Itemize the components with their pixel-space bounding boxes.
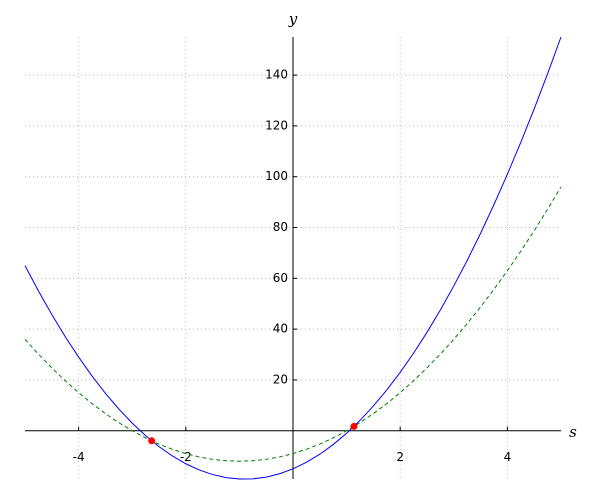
x-tick-label: 4 bbox=[504, 450, 512, 464]
y-tick-label: 20 bbox=[273, 372, 288, 386]
y-tick-label: 100 bbox=[265, 169, 288, 183]
x-tick-label: -4 bbox=[73, 450, 85, 464]
curve bbox=[24, 186, 562, 462]
y-tick-label: 120 bbox=[265, 118, 288, 132]
y-tick-label: 40 bbox=[273, 322, 288, 336]
curve bbox=[24, 36, 562, 480]
y-tick-label: 80 bbox=[273, 220, 288, 234]
x-tick-label: -2 bbox=[180, 450, 192, 464]
x-axis-label: s bbox=[569, 423, 577, 441]
x-tick-label: 2 bbox=[396, 450, 404, 464]
y-axis-label: y bbox=[288, 10, 298, 28]
y-tick-label: 60 bbox=[273, 271, 288, 285]
intersection-point bbox=[350, 422, 358, 430]
intersection-point bbox=[148, 437, 156, 445]
y-tick-label: 140 bbox=[265, 68, 288, 82]
